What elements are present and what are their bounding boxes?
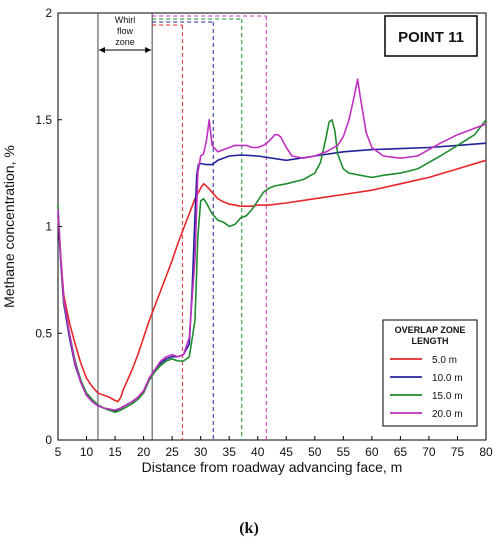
legend-entry: 15.0 m [432,391,463,402]
x-tick-label: 25 [165,445,179,459]
arrow-head-left [98,47,105,53]
chart-title: POINT 11 [398,29,464,46]
point-label-frame [384,15,478,57]
series-line [57,119,487,414]
x-tick-label: 80 [479,445,493,459]
series-line [57,159,487,403]
x-tick-label: 5 [55,445,62,459]
whirl-label-line2: flow [117,26,134,36]
whirl-annotation: Whirl flow zone [115,15,136,47]
x-tick-label: 55 [337,445,351,459]
legend: OVERLAP ZONE LENGTH 5.0 m 10.0 m 15.0 m 20.… [382,319,478,427]
figure-caption: (k) [239,520,259,537]
x-tick-label: 20 [137,445,151,459]
y-tick-label: 0 [45,433,52,447]
x-tick-label: 35 [223,445,237,459]
legend-entry: 20.0 m [432,409,463,420]
x-tick-label: 65 [394,445,408,459]
y-tick-label: 0.5 [35,326,52,340]
series-line [57,78,487,411]
x-tick-label: 60 [365,445,379,459]
x-tick-label: 50 [308,445,322,459]
x-tick-label: 45 [280,445,294,459]
whirl-flow-zone [97,13,153,440]
y-axis-label: Methane concentration, % [1,145,17,308]
series-group [57,78,487,414]
y-tick-label: 2 [45,6,52,20]
y-tick-label: 1.5 [35,113,52,127]
arrow-head-right [145,47,152,53]
legend-frame [382,319,478,427]
legend-title-line1: OVERLAP ZONE [395,325,466,335]
overlap-markers [152,15,267,440]
x-tick-label: 30 [194,445,208,459]
whirl-label-line1: Whirl [115,15,136,25]
legend-title-line2: LENGTH [412,336,449,346]
caption-text: (k) [239,520,259,537]
y-tick-label: 1 [45,220,52,234]
x-tick-label: 75 [451,445,465,459]
axis-ticks: 5 10 15 20 25 30 35 40 45 50 55 60 65 70 75 80 0 0.5 1 1.5 2 [35,6,493,459]
legend-entry: 10.0 m [432,373,463,384]
x-tick-label: 70 [422,445,436,459]
point-label-box: POINT 11 [384,15,478,57]
x-axis-label: Distance from roadway advancing face, m [142,459,403,475]
whirl-label-line3: zone [115,37,135,47]
x-tick-label: 15 [108,445,122,459]
legend-entry: 5.0 m [432,355,457,366]
x-tick-label: 40 [251,445,265,459]
x-tick-label: 10 [80,445,94,459]
